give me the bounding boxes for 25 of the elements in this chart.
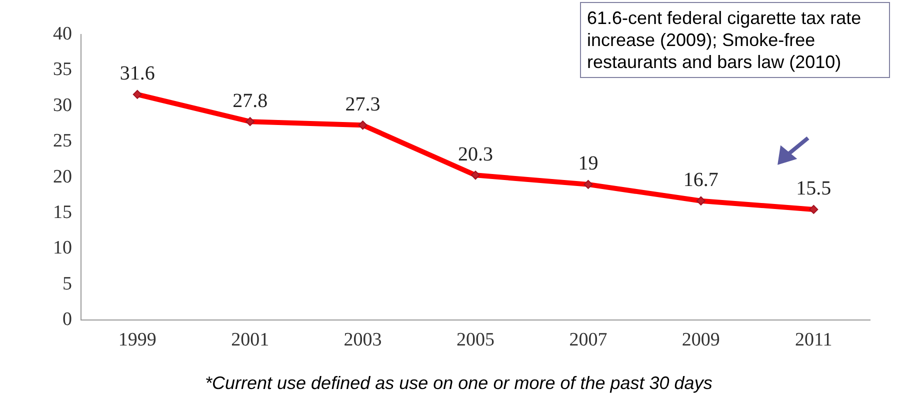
y-tick-label: 0 — [62, 309, 72, 330]
y-tick-label: 10 — [53, 238, 72, 259]
y-tick-label: 30 — [53, 94, 72, 116]
data-label: 27.3 — [345, 93, 380, 116]
data-label: 19 — [578, 152, 598, 175]
data-label: 31.6 — [120, 62, 155, 85]
data-label: 16.7 — [683, 169, 718, 192]
y-tick-label: 20 — [53, 166, 72, 188]
y-tick-label: 40 — [53, 23, 72, 44]
x-tick-label: 2009 — [682, 330, 720, 351]
text: *Current use defined as use on one or more of the past 30 days — [205, 373, 712, 394]
data-label: 20.3 — [458, 143, 493, 166]
data-label: 27.8 — [232, 90, 268, 112]
y-tick-label: 5 — [62, 273, 72, 294]
y-tick-label: 25 — [53, 130, 72, 152]
y-tick-label: 15 — [53, 202, 72, 224]
x-tick-label: 2011 — [794, 330, 832, 351]
x-tick-label: 2005 — [456, 330, 494, 351]
x-tick-label: 2001 — [231, 330, 270, 351]
x-tick-label: 1999 — [118, 330, 156, 351]
annotation: 61.6-cent federal cigarette tax rate increase (2009); Smoke-free restaurants and bars law (2010) — [580, 2, 890, 78]
x-tick-label: 2007 — [569, 330, 608, 351]
data-label: 15.5 — [796, 178, 832, 200]
y-tick-label: 35 — [53, 59, 72, 80]
x-tick-label: 2003 — [344, 330, 382, 351]
